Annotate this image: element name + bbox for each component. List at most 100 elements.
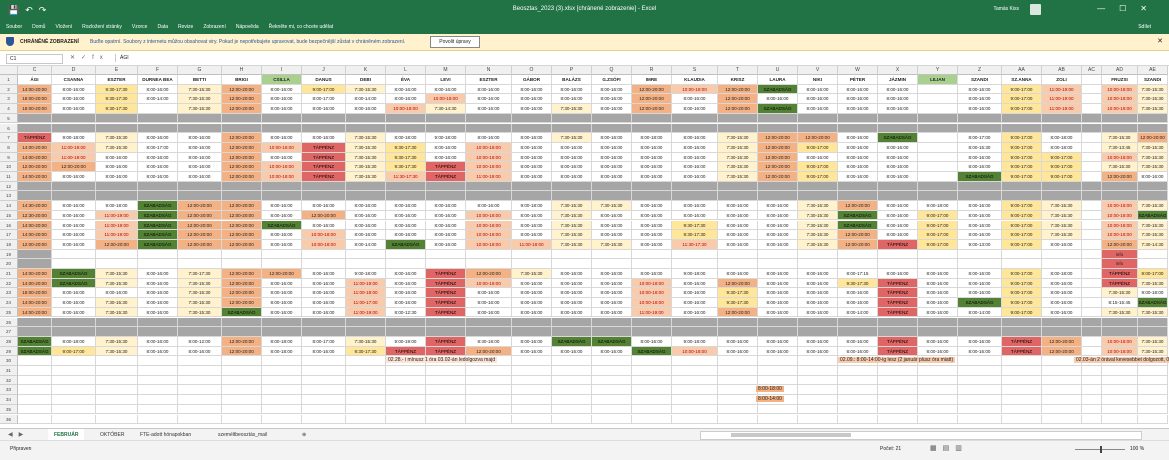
shift-cell[interactable]: 8:00-16:00 (512, 94, 552, 105)
empty-cell[interactable] (838, 414, 878, 425)
shift-cell[interactable]: 8:00-16:00 (426, 230, 466, 240)
shift-cell[interactable] (346, 249, 386, 260)
zoom-slider-knob[interactable] (1100, 446, 1102, 453)
shift-cell[interactable]: 7:30-15:30 (798, 201, 838, 211)
shift-cell[interactable]: 8:00-16:00 (346, 210, 386, 221)
separator-cell[interactable] (426, 191, 466, 202)
ribbon-tab[interactable]: Domů (32, 24, 46, 30)
empty-cell[interactable] (592, 395, 632, 405)
empty-cell[interactable] (1138, 366, 1168, 376)
empty-cell[interactable] (512, 375, 552, 386)
empty-cell[interactable] (262, 395, 302, 405)
shift-cell[interactable]: 8:00-16:00 (552, 172, 592, 182)
shift-cell[interactable]: 8:00-16:00 (52, 298, 96, 308)
shift-cell[interactable]: 8:00-16:00 (718, 336, 758, 347)
shift-cell[interactable]: 8:00-16:00 (718, 230, 758, 240)
shift-cell[interactable]: 8:00-16:00 (918, 278, 958, 289)
shift-cell[interactable]: 14:00-20:00 (18, 142, 52, 153)
shift-cell[interactable] (302, 249, 346, 260)
name-box[interactable]: C1 (6, 54, 63, 64)
shift-cell[interactable]: 8:00-14:00 (838, 307, 878, 318)
empty-cell[interactable] (958, 385, 1002, 396)
shift-cell[interactable]: 8:00-16:00 (138, 346, 178, 357)
shift-cell[interactable]: 12:00-20:00 (718, 94, 758, 105)
empty-cell[interactable] (512, 385, 552, 396)
empty-cell[interactable] (512, 404, 552, 415)
shift-cell[interactable]: 11:00-19:00 (1042, 84, 1082, 95)
empty-cell[interactable] (878, 375, 918, 386)
row-header[interactable]: 20 (0, 259, 18, 269)
zoom-level[interactable]: 100 % (1130, 446, 1145, 452)
separator-cell[interactable] (878, 317, 918, 328)
shift-cell[interactable]: 8:00-16:00 (632, 142, 672, 153)
shift-cell[interactable]: 8:00-16:00 (798, 298, 838, 308)
empty-cell[interactable] (878, 414, 918, 425)
shift-cell[interactable]: 12:00-20:00 (222, 133, 262, 143)
row-header[interactable]: 19 (0, 249, 18, 260)
shift-cell[interactable] (178, 259, 222, 269)
empty-cell[interactable] (302, 356, 346, 366)
separator-cell[interactable] (592, 191, 632, 202)
name-header-cell[interactable]: DANUS (302, 75, 346, 85)
shift-cell[interactable]: 7:30-15:30 (552, 220, 592, 231)
shift-cell[interactable]: 12:00-20:00 (222, 298, 262, 308)
shift-cell[interactable]: 8:00-16:00 (52, 210, 96, 221)
separator-cell[interactable] (798, 113, 838, 124)
shift-cell[interactable]: 8:00-16:00 (798, 346, 838, 357)
shift-cell[interactable]: 9:00-18:00 (1138, 288, 1168, 299)
shift-cell[interactable]: 7:30-15:30 (552, 201, 592, 211)
empty-cell[interactable] (958, 375, 1002, 386)
shift-cell[interactable]: 8:00-16:00 (798, 307, 838, 318)
shift-cell[interactable]: 12:00-20:00 (222, 269, 262, 279)
shift-cell[interactable]: 9:00-17:00 (798, 172, 838, 182)
separator-cell[interactable] (1138, 191, 1168, 202)
separator-cell[interactable] (346, 123, 386, 134)
select-all-corner[interactable] (0, 66, 18, 75)
shift-cell[interactable]: 10:00-18:00 (1102, 210, 1138, 221)
empty-cell[interactable] (552, 366, 592, 376)
shift-cell[interactable]: 8:00-16:00 (426, 210, 466, 221)
row-header[interactable]: 31 (0, 366, 18, 376)
shift-cell[interactable]: TÁPPÉNZ (878, 278, 918, 289)
empty-cell[interactable] (138, 356, 178, 366)
shift-cell[interactable]: 8:00-16:00 (52, 288, 96, 299)
shift-cell[interactable]: 8:00-16:00 (386, 94, 426, 105)
empty-cell[interactable] (426, 404, 466, 415)
separator-cell[interactable] (1042, 123, 1082, 134)
shift-cell[interactable]: 8:00-17:15 (838, 269, 878, 279)
shift-cell[interactable]: 8:00-16:00 (918, 307, 958, 318)
shift-cell[interactable]: 8:00-16:00 (512, 288, 552, 299)
shift-cell[interactable]: 8:00-16:00 (758, 298, 798, 308)
separator-cell[interactable] (178, 327, 222, 337)
empty-cell[interactable] (632, 375, 672, 386)
separator-cell[interactable] (466, 181, 512, 192)
ribbon-tab[interactable]: Revize (178, 24, 194, 30)
separator-cell[interactable] (1102, 181, 1138, 192)
empty-cell[interactable] (96, 385, 138, 396)
empty-cell[interactable] (262, 404, 302, 415)
shift-cell[interactable]: 8:00-16:00 (1042, 239, 1082, 250)
shift-cell[interactable]: 12:00-20:00 (798, 133, 838, 143)
shift-cell[interactable]: 8:00-16:00 (552, 162, 592, 172)
shift-cell[interactable]: 12:00-20:00 (718, 278, 758, 289)
shift-cell[interactable]: 7:30-15:30 (1102, 133, 1138, 143)
shift-cell[interactable]: 9:00-13:00 (958, 239, 1002, 250)
shift-cell[interactable]: 8:00-16:00 (632, 220, 672, 231)
shift-cell[interactable]: TÁPPÉNZ (426, 269, 466, 279)
empty-cell[interactable] (138, 375, 178, 386)
shift-cell[interactable]: 14:00-20:00 (18, 269, 52, 279)
name-header-cell[interactable]: GÁBOR (512, 75, 552, 85)
shift-cell[interactable]: 7:30-15:30 (592, 201, 632, 211)
row-header[interactable]: 35 (0, 404, 18, 415)
shift-cell[interactable] (1082, 259, 1102, 269)
separator-cell[interactable] (798, 327, 838, 337)
shift-cell[interactable]: SZABADSÁG (838, 220, 878, 231)
name-header-cell[interactable]: NIKI (798, 75, 838, 85)
shift-cell[interactable]: 7:30-15:30 (178, 84, 222, 95)
shift-cell[interactable]: 11:00-19:00 (632, 307, 672, 318)
shift-cell[interactable]: 8:00-16:00 (592, 104, 632, 114)
shift-cell[interactable]: 8:00-16:00 (138, 172, 178, 182)
shift-cell[interactable]: 8:00-16:00 (798, 278, 838, 289)
shift-cell[interactable] (552, 259, 592, 269)
shift-cell[interactable]: 12:00-20:00 (1138, 133, 1168, 143)
